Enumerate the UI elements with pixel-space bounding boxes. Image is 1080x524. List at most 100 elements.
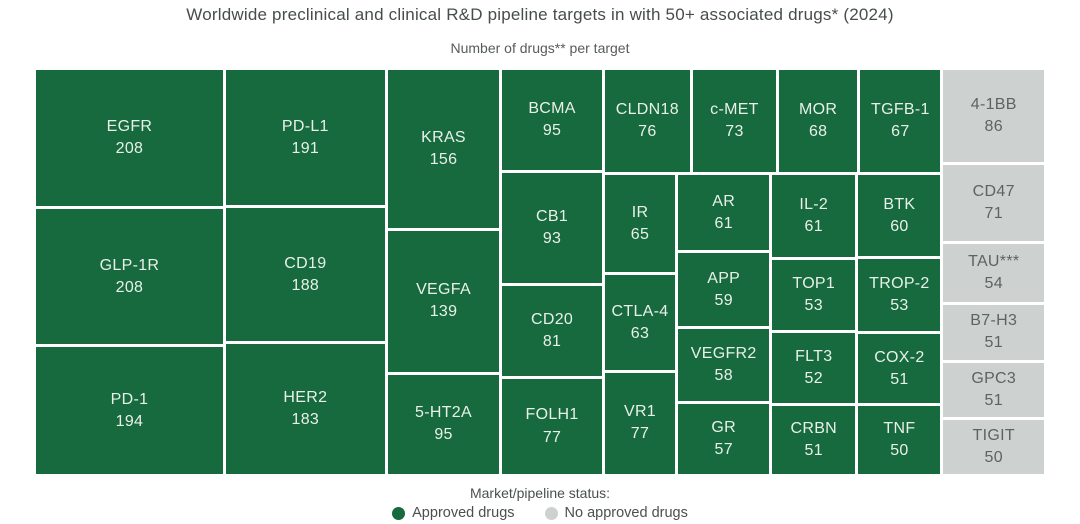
treemap-cell-her2[interactable]: HER2 183 bbox=[225, 344, 385, 474]
treemap-cell-cb1[interactable]: CB1 93 bbox=[502, 173, 602, 284]
chart-subtitle: Number of drugs** per target bbox=[450, 40, 630, 56]
target-label: FLT3 bbox=[795, 348, 833, 366]
target-label: TIGIT bbox=[972, 427, 1015, 445]
treemap-cell-5ht2a[interactable]: 5-HT2A 95 bbox=[387, 374, 500, 474]
target-label: CTLA-4 bbox=[611, 302, 669, 320]
legend-item-approved[interactable]: Approved drugs bbox=[392, 505, 515, 521]
treemap-cell-folh1[interactable]: FOLH1 77 bbox=[502, 379, 602, 474]
target-label: IL-2 bbox=[799, 195, 829, 213]
treemap-cell-cmet[interactable]: c-MET 73 bbox=[692, 70, 777, 173]
target-label: PD-L1 bbox=[281, 117, 329, 135]
target-value: 50 bbox=[984, 449, 1003, 467]
treemap-column-5: IR 65 CTLA-4 63 VR1 77 bbox=[604, 175, 676, 474]
target-label: c-MET bbox=[710, 101, 759, 119]
treemap-cell-tnf[interactable]: TNF 50 bbox=[858, 406, 941, 475]
target-value: 53 bbox=[804, 297, 823, 315]
target-label: TNF bbox=[883, 420, 916, 438]
treemap-cell-kras[interactable]: KRAS 156 bbox=[387, 70, 500, 228]
treemap-cell-flt3[interactable]: FLT3 52 bbox=[772, 333, 856, 403]
target-value: 73 bbox=[725, 123, 744, 141]
no-approved-dot-icon bbox=[544, 506, 558, 520]
legend-title: Market/pipeline status: bbox=[469, 485, 611, 501]
treemap-cell-vegfa[interactable]: VEGFA 139 bbox=[387, 230, 500, 372]
treemap-cell-mor[interactable]: MOR 68 bbox=[779, 70, 858, 173]
target-label: GR bbox=[711, 418, 736, 436]
treemap-cell-cldn18[interactable]: CLDN18 76 bbox=[604, 70, 690, 173]
legend-item-no-approved[interactable]: No approved drugs bbox=[544, 505, 688, 521]
target-value: 208 bbox=[115, 278, 144, 296]
target-value: 68 bbox=[808, 123, 828, 141]
treemap-column-2: PD-L1 191 CD19 188 HER2 183 bbox=[225, 70, 385, 474]
target-value: 50 bbox=[890, 442, 909, 460]
target-value: 139 bbox=[429, 303, 458, 321]
target-label: BTK bbox=[883, 195, 916, 213]
target-label: HER2 bbox=[283, 389, 328, 407]
target-value: 194 bbox=[115, 412, 144, 430]
target-label: 4-1BB bbox=[970, 96, 1017, 113]
treemap-cell-cd47[interactable]: CD47 71 bbox=[943, 165, 1044, 242]
target-value: 95 bbox=[542, 122, 562, 140]
treemap-cell-vegfr2[interactable]: VEGFR2 58 bbox=[678, 329, 770, 401]
target-value: 86 bbox=[984, 118, 1003, 136]
treemap-column-1: EGFR 208 GLP-1R 208 PD-1 194 bbox=[36, 70, 223, 475]
treemap-cell-glp1r[interactable]: GLP-1R 208 bbox=[36, 208, 223, 345]
treemap-cell-il2[interactable]: IL-2 61 bbox=[772, 175, 856, 257]
treemap-cell-ctla4[interactable]: CTLA-4 63 bbox=[604, 275, 676, 370]
target-value: 77 bbox=[630, 425, 650, 443]
treemap-cell-cd19[interactable]: CD19 188 bbox=[225, 208, 385, 342]
target-label: GPC3 bbox=[971, 370, 1017, 388]
treemap-cell-crbn[interactable]: CRBN 51 bbox=[772, 405, 856, 474]
chart-title: Worldwide preclinical and clinical R&D p… bbox=[186, 5, 894, 24]
treemap-cell-ar[interactable]: AR 61 bbox=[678, 175, 770, 251]
target-value: 53 bbox=[890, 297, 909, 315]
target-value: 58 bbox=[714, 366, 733, 384]
target-label: TOP1 bbox=[792, 274, 836, 292]
target-label: VEGFA bbox=[416, 281, 471, 299]
treemap-cell-bcma[interactable]: BCMA 95 bbox=[502, 70, 602, 171]
legend: Approved drugs No approved drugs bbox=[0, 505, 1080, 521]
treemap-cell-vr1[interactable]: VR1 77 bbox=[604, 372, 676, 474]
target-value: 81 bbox=[542, 333, 562, 351]
target-value: 208 bbox=[115, 139, 144, 157]
target-value: 93 bbox=[542, 230, 562, 248]
target-label: VR1 bbox=[623, 403, 657, 421]
treemap-cell-egfr[interactable]: EGFR 208 bbox=[36, 70, 223, 206]
treemap-cell-tigit[interactable]: TIGIT 50 bbox=[943, 420, 1044, 474]
treemap-cell-ir[interactable]: IR 65 bbox=[604, 175, 676, 273]
target-label: TGFB-1 bbox=[871, 101, 930, 119]
treemap-cell-tgfb1[interactable]: TGFB-1 67 bbox=[860, 70, 941, 173]
target-label: BCMA bbox=[528, 99, 576, 117]
treemap-column-4: BCMA 95 CB1 93 CD20 81 FOLH1 77 bbox=[502, 70, 602, 474]
target-value: 183 bbox=[291, 411, 320, 429]
treemap-right-block: CLDN18 76 c-MET 73 MOR 68 TGFB-1 67 bbox=[604, 70, 941, 475]
treemap-cell-gr[interactable]: GR 57 bbox=[678, 403, 770, 474]
treemap-cell-4-1bb[interactable]: 4-1BB 86 bbox=[943, 70, 1044, 163]
treemap-column-7: IL-2 61 TOP1 53 FLT3 52 CRBN 51 bbox=[772, 175, 856, 474]
treemap-cell-pdl1[interactable]: PD-L1 191 bbox=[225, 70, 385, 206]
treemap-cell-b7h3[interactable]: B7-H3 51 bbox=[943, 305, 1044, 360]
treemap-column-6: AR 61 APP 59 VEGFR2 58 GR 57 bbox=[678, 175, 770, 474]
target-label: VEGFR2 bbox=[690, 344, 757, 362]
treemap-top-band: CLDN18 76 c-MET 73 MOR 68 TGFB-1 67 bbox=[604, 70, 941, 173]
treemap-cell-gpc3[interactable]: GPC3 51 bbox=[943, 362, 1044, 418]
target-value: 60 bbox=[890, 217, 909, 235]
target-value: 52 bbox=[804, 370, 823, 388]
legend-label: No approved drugs bbox=[564, 505, 688, 521]
treemap-cell-app[interactable]: APP 59 bbox=[678, 253, 770, 327]
target-value: 95 bbox=[434, 426, 453, 444]
target-value: 188 bbox=[291, 276, 320, 294]
treemap-cell-top1[interactable]: TOP1 53 bbox=[772, 259, 856, 331]
target-value: 51 bbox=[984, 392, 1003, 410]
treemap-cell-cd20[interactable]: CD20 81 bbox=[502, 286, 602, 377]
treemap-column-3: KRAS 156 VEGFA 139 5-HT2A 95 bbox=[387, 70, 500, 474]
treemap-cell-tau[interactable]: TAU*** 54 bbox=[943, 244, 1044, 303]
treemap-cell-pd1[interactable]: PD-1 194 bbox=[36, 347, 223, 475]
target-label: IR bbox=[631, 203, 649, 221]
treemap-cell-trop2[interactable]: TROP-2 53 bbox=[858, 259, 941, 332]
legend-label: Approved drugs bbox=[412, 505, 515, 521]
treemap-cell-cox2[interactable]: COX-2 51 bbox=[858, 334, 941, 404]
target-value: 57 bbox=[714, 440, 733, 458]
treemap: EGFR 208 GLP-1R 208 PD-1 194 PD-L1 191 C… bbox=[36, 70, 1044, 475]
treemap-cell-btk[interactable]: BTK 60 bbox=[858, 175, 941, 257]
